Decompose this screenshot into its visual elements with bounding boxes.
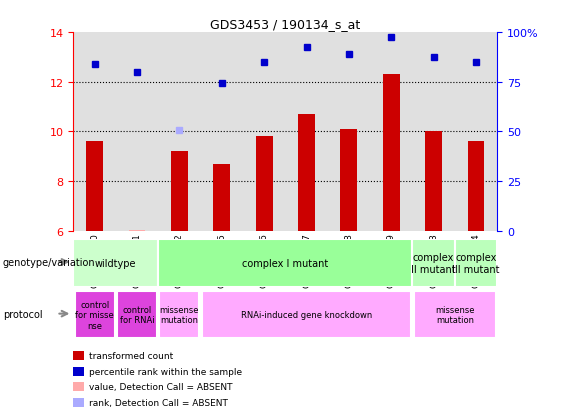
Bar	[73, 398, 84, 407]
Text: value, Detection Call = ABSENT: value, Detection Call = ABSENT	[89, 382, 233, 392]
Text: genotype/variation: genotype/variation	[3, 257, 95, 267]
Bar	[425, 132, 442, 231]
Text: control
for misse
nse: control for misse nse	[75, 300, 114, 330]
Bar	[412, 240, 455, 287]
Title: GDS3453 / 190134_s_at: GDS3453 / 190134_s_at	[210, 17, 360, 31]
Bar	[128, 230, 145, 231]
Bar	[414, 292, 496, 338]
Text: percentile rank within the sample: percentile rank within the sample	[89, 367, 242, 376]
Bar	[75, 292, 115, 338]
Bar	[171, 152, 188, 231]
Text: protocol: protocol	[3, 309, 42, 319]
Text: complex
II mutant: complex II mutant	[411, 252, 456, 274]
Bar	[73, 351, 84, 360]
Bar	[73, 367, 84, 376]
Bar	[455, 240, 497, 287]
Bar	[298, 115, 315, 231]
Bar	[255, 137, 273, 231]
Bar	[340, 130, 358, 231]
Bar	[86, 142, 103, 231]
Text: missense
mutation: missense mutation	[435, 305, 475, 325]
Bar	[468, 142, 485, 231]
Bar	[158, 240, 412, 287]
Text: wildtype: wildtype	[95, 258, 137, 268]
Text: complex
III mutant: complex III mutant	[452, 252, 500, 274]
Bar	[73, 382, 84, 392]
Text: missense
mutation: missense mutation	[160, 305, 199, 325]
Bar	[202, 292, 411, 338]
Text: rank, Detection Call = ABSENT: rank, Detection Call = ABSENT	[89, 398, 228, 407]
Bar	[73, 240, 158, 287]
Text: complex I mutant: complex I mutant	[242, 258, 328, 268]
Bar	[117, 292, 157, 338]
Bar	[159, 292, 199, 338]
Bar	[214, 164, 231, 231]
Bar	[383, 75, 399, 231]
Text: control
for RNAi: control for RNAi	[120, 305, 154, 325]
Text: transformed count: transformed count	[89, 351, 173, 360]
Text: RNAi-induced gene knockdown: RNAi-induced gene knockdown	[241, 311, 372, 319]
